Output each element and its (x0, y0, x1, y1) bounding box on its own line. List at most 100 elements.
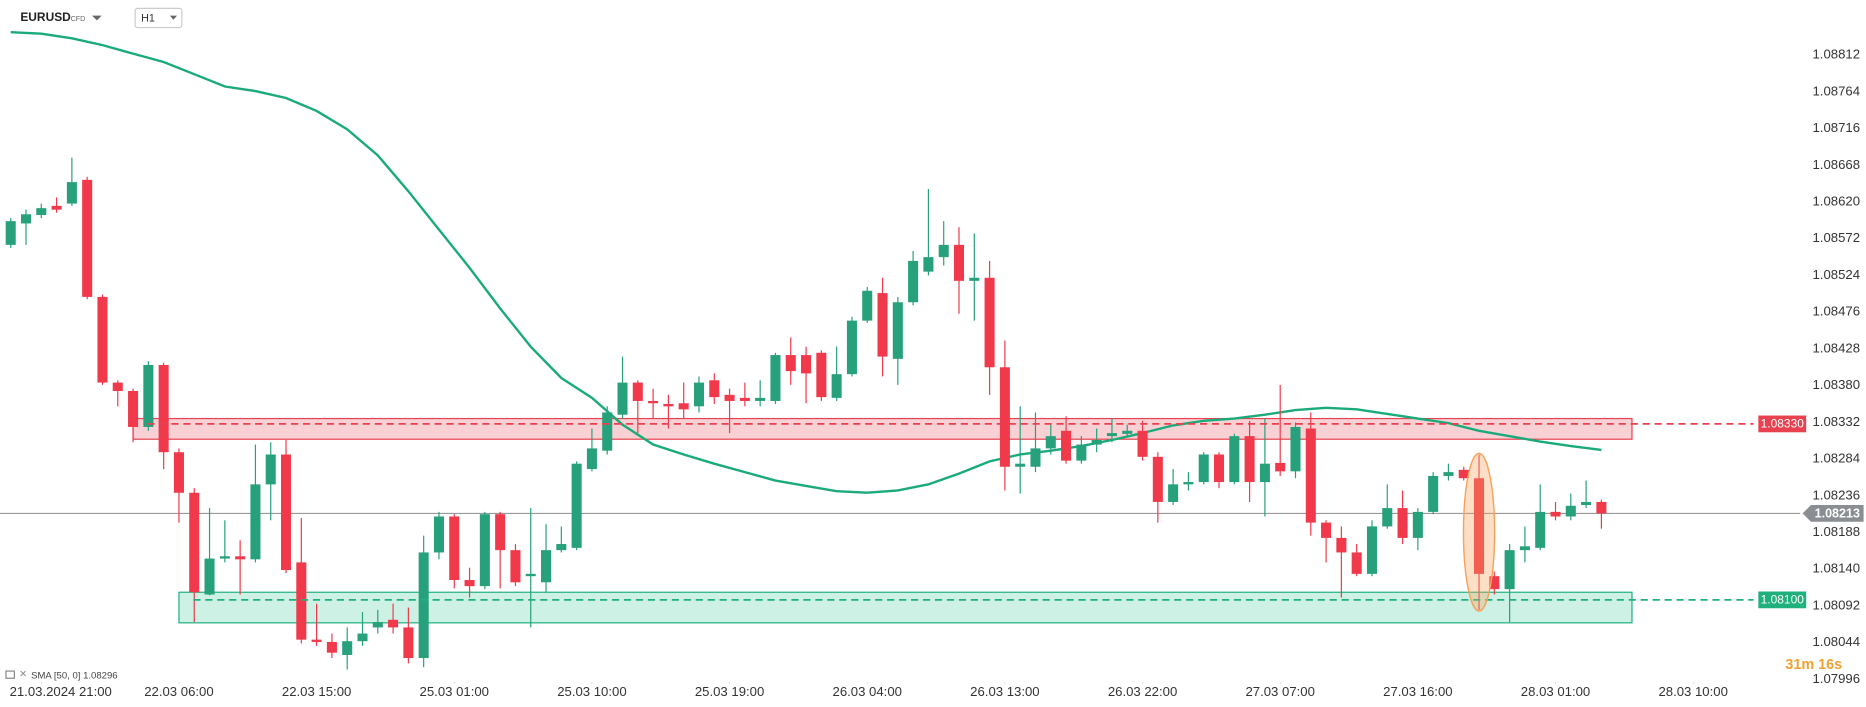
candle-body (648, 400, 659, 404)
candle-body (556, 544, 567, 551)
candle-body (632, 382, 643, 401)
y-tick-label: 1.08044 (1813, 634, 1861, 649)
level-zone (178, 591, 1633, 624)
candle-body (1168, 484, 1179, 502)
candle-body (1137, 430, 1148, 457)
y-tick-label: 1.08188 (1813, 524, 1861, 539)
legend-close[interactable]: ✕ (19, 669, 27, 680)
y-tick-label: 1.08572 (1813, 230, 1861, 245)
candle-body (20, 214, 32, 224)
candle-body (525, 573, 536, 577)
candle-body (1428, 475, 1439, 512)
candle-body (1581, 501, 1592, 506)
candle-body (1229, 436, 1240, 483)
candle-body (97, 296, 108, 383)
candle-body (908, 260, 919, 303)
candle-body (388, 619, 399, 628)
candle-body (1550, 511, 1561, 517)
candle-body (1275, 462, 1286, 472)
candle-body (495, 514, 506, 551)
candle-body (1198, 454, 1209, 483)
x-tick-label: 26.03 22:00 (1108, 684, 1177, 699)
candle-body (602, 412, 613, 451)
candle-body (923, 257, 934, 272)
x-tick-label: 25.03 01:00 (420, 684, 489, 699)
symbol: EURUSD (20, 10, 71, 24)
symbol-dropdown[interactable] (92, 15, 102, 21)
candle-body (801, 355, 812, 374)
sma-legend: SMA [50, 0] 1.08296 (31, 670, 118, 681)
y-tick-label: 1.08524 (1813, 267, 1861, 282)
candle-body (82, 179, 93, 297)
candle-body (1106, 433, 1117, 437)
x-tick-label: 27.03 07:00 (1245, 684, 1314, 699)
x-tick-label: 25.03 19:00 (695, 684, 764, 699)
sma-line (10, 31, 1602, 494)
candle-body (999, 367, 1010, 467)
level-label: 1.08330 (1761, 417, 1805, 431)
candle-body (1076, 444, 1087, 461)
y-tick-label: 1.08284 (1813, 451, 1861, 466)
candle-body (1443, 472, 1454, 476)
x-tick-label: 26.03 04:00 (833, 684, 902, 699)
candle-body (846, 320, 857, 375)
candle-body (678, 403, 689, 410)
y-tick-label: 1.08140 (1813, 561, 1861, 576)
candle-body (296, 562, 307, 640)
candle-body (1504, 550, 1515, 590)
highlight (1462, 452, 1496, 612)
candle-body (173, 452, 184, 493)
candle-body (1244, 436, 1255, 483)
candle-body (5, 221, 16, 245)
level-zone (132, 417, 1633, 440)
legend-icon[interactable] (5, 670, 15, 679)
candle-body (1519, 546, 1530, 551)
candle-body (418, 552, 429, 659)
candle-body (541, 550, 552, 583)
candle-body (250, 484, 261, 560)
candle-body (1397, 508, 1408, 538)
candle-body (128, 391, 139, 427)
candle-body (189, 492, 200, 593)
candle-body (1458, 469, 1469, 479)
candle-body (1336, 537, 1347, 553)
candle-body (433, 516, 444, 553)
candle-body (510, 550, 521, 583)
y-tick-label: 1.08812 (1813, 47, 1861, 62)
x-tick-label: 25.03 10:00 (557, 684, 626, 699)
y-tick-label: 1.08668 (1813, 157, 1861, 172)
x-tick-label: 21.03.2024 21:00 (10, 684, 112, 699)
timeframe: H1 (141, 12, 155, 24)
candle-body (892, 302, 903, 359)
candle-body (372, 622, 383, 628)
candle-body (724, 394, 735, 401)
candle-body (403, 627, 414, 659)
candle-body (1259, 463, 1270, 483)
candle-body (1061, 430, 1072, 461)
candle-body (1489, 576, 1500, 590)
timeframe-dropdown (169, 15, 178, 20)
x-tick-label: 22.03 06:00 (144, 684, 213, 699)
candle-body (709, 380, 720, 398)
candle-body (235, 556, 246, 560)
candle-body (36, 208, 47, 216)
candle-body (479, 514, 490, 587)
candle-body (357, 633, 368, 642)
candle-body (1152, 456, 1163, 502)
candle-body (311, 639, 322, 642)
y-tick-label: 1.08092 (1813, 597, 1861, 612)
candle-body (1321, 522, 1332, 538)
candle-body (158, 364, 169, 453)
candle-body (1015, 463, 1026, 467)
candle-body (984, 277, 995, 368)
timeframe-select[interactable] (134, 7, 183, 29)
candle-body (1290, 426, 1301, 472)
candle-body (1030, 448, 1041, 467)
candle-body (342, 641, 353, 655)
candle-body (1045, 436, 1056, 449)
y-tick-label: 1.08620 (1813, 193, 1861, 208)
candle-body (1213, 454, 1225, 483)
candle-body (1382, 508, 1393, 527)
